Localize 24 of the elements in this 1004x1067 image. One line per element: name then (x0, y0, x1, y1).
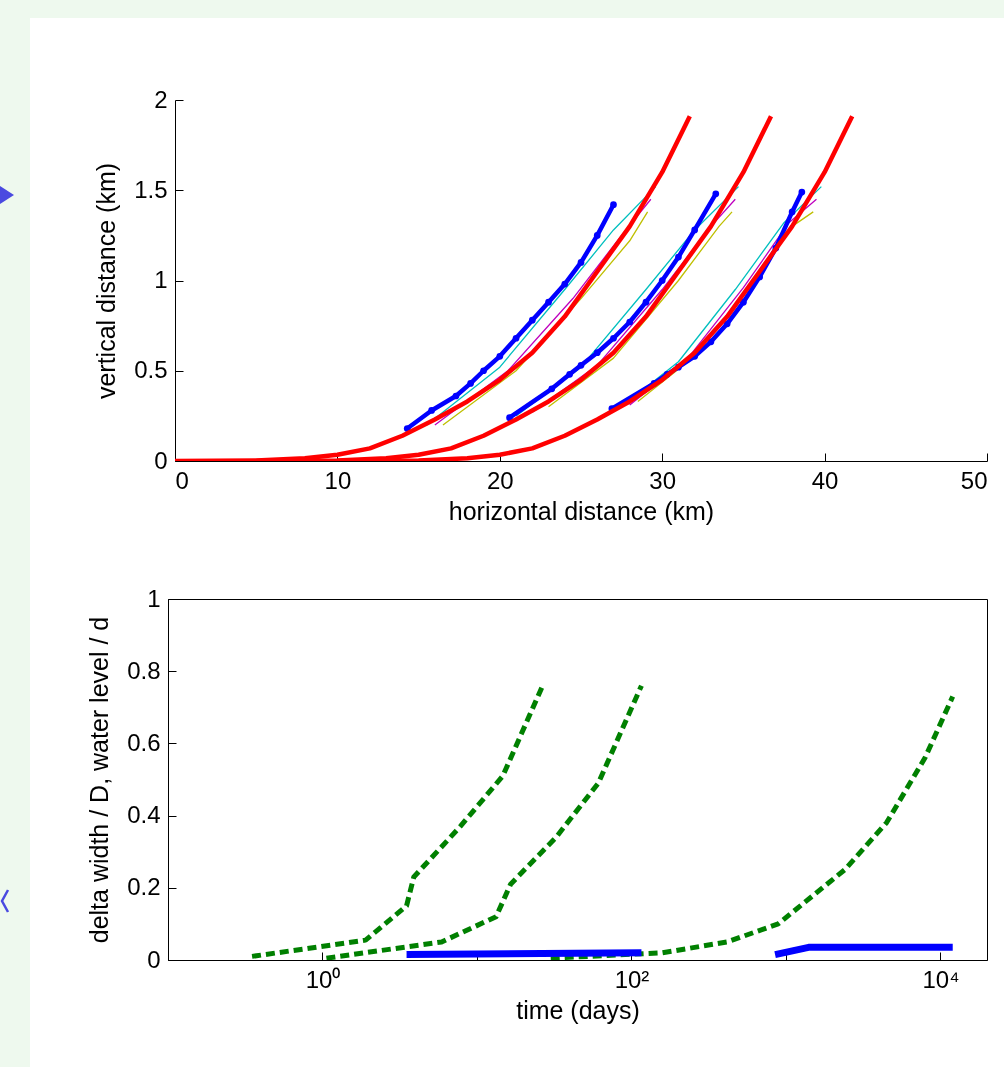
x-tick-label: 50 (960, 466, 988, 494)
y-tick-label: 0 (154, 446, 168, 474)
y-tick-label: 1 (154, 266, 168, 293)
x-tick-label: 0 (175, 466, 189, 494)
x-tick-label: 20 (486, 466, 514, 494)
y-axis-title: vertical distance (km) (92, 162, 121, 400)
x-tick-label: 10⁴ (922, 965, 960, 993)
x-tick-label: 10 (324, 466, 352, 494)
x-tick-label: 10⁰ (305, 965, 341, 993)
y-tick-label: 1 (147, 584, 161, 612)
y-tick-label: 0.8 (127, 656, 161, 684)
y-tick-label: 0.6 (127, 728, 161, 756)
x-axis-title: horizontal distance (km) (448, 496, 715, 525)
x-tick-label: 10² (614, 965, 650, 993)
x-tick-label: 40 (811, 466, 839, 494)
x-tick-label: 30 (649, 466, 677, 494)
y-tick-label: 0.2 (127, 873, 161, 901)
y-tick-label: 0 (147, 945, 161, 973)
y-tick-label: 2 (154, 85, 168, 113)
x-axis-title: time (days) (516, 995, 640, 1024)
y-tick-label: 0.4 (127, 801, 161, 829)
y-axis-title: delta width / D, water level / d (85, 616, 114, 944)
y-tick-label: 0.5 (134, 356, 168, 384)
y-tick-label: 1.5 (134, 175, 168, 203)
